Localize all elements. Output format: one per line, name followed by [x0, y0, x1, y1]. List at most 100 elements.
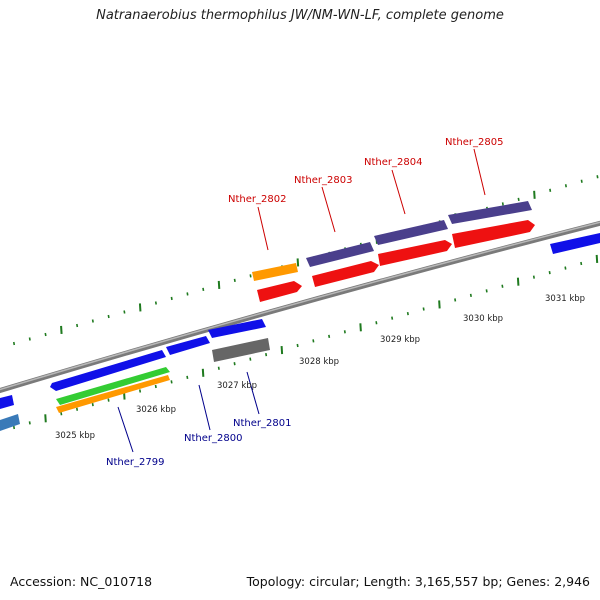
- gene-orange-rev[interactable]: [56, 375, 170, 413]
- scale-tick: [44, 332, 47, 337]
- gene-label-nther-2799[interactable]: Nther_2799: [106, 457, 164, 468]
- scale-tick: [154, 384, 157, 389]
- scale-tick: [202, 287, 205, 292]
- scale-tick: [44, 414, 47, 423]
- scale-tick: [265, 352, 268, 357]
- gene-red-fwd-3[interactable]: [378, 240, 452, 266]
- scale-tick: [186, 292, 189, 296]
- gene-label-nther-2801[interactable]: Nther_2801: [233, 418, 291, 429]
- scale-tick: [375, 321, 378, 325]
- scale-tick: [233, 278, 236, 283]
- scale-tick: [533, 190, 536, 199]
- scale-tick: [75, 407, 79, 411]
- scale-tick: [170, 380, 173, 384]
- scale-tick: [107, 314, 110, 319]
- scale-labels: 3025 kbp 3026 kbp 3027 kbp 3028 kbp 3029…: [55, 294, 585, 441]
- scale-tick: [454, 298, 457, 302]
- scale-tick: [76, 323, 79, 328]
- scale-label-3028: 3028 kbp: [299, 357, 339, 367]
- scale-tick: [217, 280, 221, 289]
- gene-label-nther-2804[interactable]: Nther_2804: [364, 157, 422, 168]
- gene-gray-rev[interactable]: [212, 338, 270, 362]
- gene-red-fwd-4[interactable]: [452, 220, 535, 248]
- scale-tick: [549, 188, 552, 192]
- scale-tick: [296, 258, 300, 267]
- scale-tick: [186, 375, 189, 379]
- scale-tick: [201, 368, 205, 377]
- scale-tick: [91, 403, 94, 407]
- scale-tick: [580, 179, 583, 183]
- gene-blue-fwd-right[interactable]: [550, 233, 600, 254]
- gene-label-nther-2800[interactable]: Nther_2800: [184, 433, 242, 444]
- scale-tick: [406, 311, 409, 316]
- scale-tick: [501, 284, 504, 288]
- scale-tick: [532, 275, 535, 279]
- scale-tick: [296, 343, 299, 348]
- gene-label-nther-2805[interactable]: Nther_2805: [445, 137, 503, 148]
- scale-tick: [60, 412, 63, 416]
- scale-tick: [139, 389, 142, 393]
- scale-tick: [249, 357, 252, 361]
- scale-tick: [343, 330, 346, 334]
- scale-label-3030: 3030 kbp: [463, 314, 503, 324]
- scale-tick: [280, 345, 284, 355]
- gene-purple-nther-2805[interactable]: [448, 201, 532, 224]
- scale-tick: [12, 341, 16, 346]
- scale-tick: [249, 274, 252, 278]
- scale-tick: [596, 175, 599, 179]
- gene-purple-nther-2804[interactable]: [374, 220, 448, 245]
- scale-label-3029: 3029 kbp: [380, 335, 420, 345]
- accession-text: Accession: NC_010718: [10, 574, 153, 589]
- scale-tick: [91, 319, 94, 323]
- scale-tick: [107, 398, 110, 402]
- gene-steelblue-left[interactable]: [0, 414, 20, 431]
- scale-tick: [517, 197, 520, 201]
- scale-tick: [391, 316, 394, 320]
- forward-strand-genes: [50, 201, 600, 391]
- gene-green-rev[interactable]: [56, 367, 170, 405]
- scale-tick: [548, 270, 551, 275]
- scale-tick: [516, 277, 520, 286]
- scale-tick: [595, 254, 599, 264]
- gene-orange-fwd[interactable]: [252, 263, 298, 281]
- scale-tick: [564, 184, 567, 188]
- reverse-strand-genes: [0, 338, 270, 431]
- gene-red-fwd-2[interactable]: [312, 261, 379, 287]
- label-leader-lines: [117, 148, 486, 453]
- genome-summary-text: Topology: circular; Length: 3,165,557 bp…: [246, 574, 590, 589]
- scale-tick: [138, 303, 142, 312]
- gene-label-nther-2802[interactable]: Nther_2802: [228, 194, 286, 205]
- gene-blue-left[interactable]: [0, 395, 14, 409]
- scale-tick: [170, 296, 173, 301]
- scale-label-3027: 3027 kbp: [217, 381, 257, 391]
- scale-tick: [328, 334, 331, 339]
- scale-tick: [28, 421, 31, 425]
- scale-tick: [580, 261, 583, 266]
- gene-blue-fwd-1[interactable]: [50, 350, 166, 391]
- scale-label-3026: 3026 kbp: [136, 405, 176, 415]
- gene-labels: Nther_2802 Nther_2803 Nther_2804 Nther_2…: [106, 137, 503, 468]
- genome-backbone: [0, 220, 600, 394]
- scale-tick: [564, 266, 567, 270]
- scale-tick: [469, 293, 472, 298]
- gene-blue-fwd-2[interactable]: [166, 336, 210, 355]
- scale-tick: [154, 301, 157, 305]
- scale-tick: [422, 307, 425, 311]
- scale-tick: [359, 323, 362, 332]
- scale-tick: [438, 300, 441, 309]
- gene-label-nther-2803[interactable]: Nther_2803: [294, 175, 352, 186]
- gene-blue-fwd-3[interactable]: [208, 319, 266, 338]
- scale-tick: [217, 366, 220, 370]
- scale-tick: [233, 362, 236, 366]
- scale-tick: [28, 337, 31, 341]
- gene-red-fwd-1[interactable]: [257, 281, 302, 302]
- gene-purple-nther-2803[interactable]: [306, 242, 374, 267]
- scale-tick: [312, 339, 315, 343]
- map-title: Natranaerobius thermophilus JW/NM-WN-LF,…: [96, 8, 504, 23]
- scale-tick: [60, 325, 63, 335]
- scale-label-3031: 3031 kbp: [545, 294, 585, 304]
- scale-tick: [501, 202, 504, 206]
- scale-tick: [12, 425, 16, 430]
- scale-tick: [485, 289, 488, 293]
